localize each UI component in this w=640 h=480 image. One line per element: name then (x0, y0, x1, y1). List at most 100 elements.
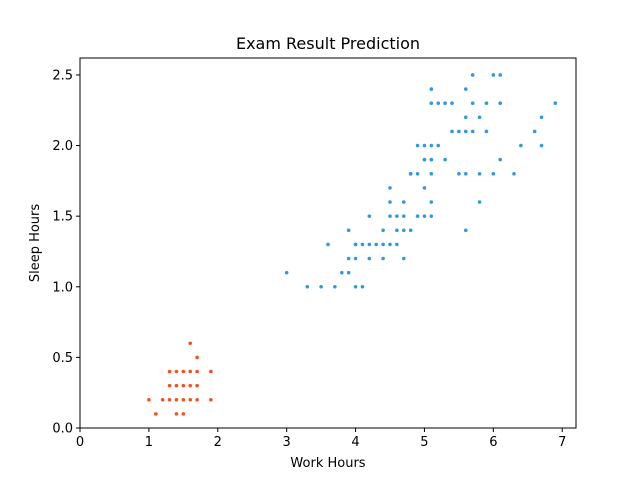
x-tick-label: 5 (420, 435, 428, 450)
data-point (401, 200, 406, 204)
data-point (160, 397, 165, 402)
plot-area (147, 73, 558, 416)
data-point (195, 369, 199, 374)
data-point (353, 256, 358, 261)
data-point (395, 242, 399, 247)
chart-title: Exam Result Prediction (236, 34, 420, 53)
data-point (388, 186, 392, 190)
data-point (188, 341, 193, 346)
data-point (367, 214, 372, 218)
data-point (319, 284, 323, 289)
data-point (463, 129, 468, 134)
data-point (381, 256, 385, 261)
y-tick-label: 2.0 (52, 139, 73, 154)
data-point (470, 101, 475, 105)
x-tick-label: 0 (76, 435, 84, 450)
data-point (174, 383, 179, 388)
data-point (181, 383, 186, 388)
data-point (381, 242, 385, 247)
data-point (457, 172, 461, 176)
data-point (195, 397, 199, 402)
data-point (181, 412, 186, 416)
data-point (388, 242, 392, 247)
data-point (381, 228, 385, 233)
data-point (195, 383, 199, 388)
data-point (450, 101, 454, 105)
data-point (532, 129, 537, 134)
data-point (408, 228, 413, 233)
axes-frame (79, 57, 577, 429)
y-tick-label: 1.5 (52, 210, 73, 225)
data-point (429, 101, 434, 105)
data-point (457, 129, 461, 134)
data-point (305, 284, 310, 289)
x-tick-label: 1 (145, 435, 153, 450)
data-point (174, 369, 179, 374)
data-point (491, 172, 496, 176)
data-point (463, 172, 468, 176)
data-point (436, 143, 441, 148)
data-point (181, 369, 186, 374)
data-point (436, 101, 441, 105)
data-point (422, 157, 427, 162)
data-point (401, 228, 406, 233)
y-tick-label: 0.0 (52, 422, 73, 437)
data-point (174, 397, 179, 402)
x-tick-label: 6 (489, 435, 497, 450)
data-point (401, 256, 406, 261)
data-point (498, 157, 503, 162)
data-point (484, 129, 489, 134)
x-tick-label: 7 (558, 435, 566, 450)
x-tick-label: 3 (283, 435, 291, 450)
data-point (367, 256, 372, 261)
data-point (512, 172, 516, 176)
data-point (353, 242, 358, 247)
data-point (491, 73, 496, 77)
x-axis-label: Work Hours (290, 456, 365, 471)
data-point (188, 397, 193, 402)
data-point (346, 256, 351, 261)
data-point (374, 242, 379, 247)
data-point (429, 200, 434, 204)
data-point (429, 87, 434, 91)
data-point (353, 284, 358, 289)
data-point (360, 284, 365, 289)
data-point (415, 214, 420, 218)
data-point (167, 369, 172, 374)
data-point (415, 172, 420, 176)
data-point (429, 214, 434, 218)
data-point (443, 157, 447, 162)
y-tick-label: 0.5 (52, 351, 73, 366)
data-point (388, 200, 392, 204)
data-point (333, 284, 337, 289)
data-point (395, 214, 399, 218)
data-point (477, 172, 482, 176)
data-point (498, 73, 503, 77)
data-point (395, 228, 399, 233)
y-axis-label: Sleep Hours (28, 204, 43, 283)
data-point (167, 383, 172, 388)
data-point (346, 270, 351, 275)
data-point (422, 214, 427, 218)
data-point (450, 129, 454, 134)
data-point (188, 369, 193, 374)
data-point (167, 397, 172, 402)
data-point (443, 101, 447, 105)
data-point (429, 143, 434, 148)
data-point (463, 115, 468, 120)
data-point (463, 87, 468, 91)
data-point (388, 214, 392, 218)
data-point (498, 101, 503, 105)
data-point (470, 73, 475, 77)
data-point (153, 412, 158, 416)
data-point (181, 397, 186, 402)
data-point (401, 214, 406, 218)
x-tick-label: 4 (351, 435, 359, 450)
data-point (284, 270, 289, 275)
data-point (326, 242, 330, 247)
data-point (367, 242, 372, 247)
data-point (477, 115, 482, 120)
data-point (422, 186, 427, 190)
